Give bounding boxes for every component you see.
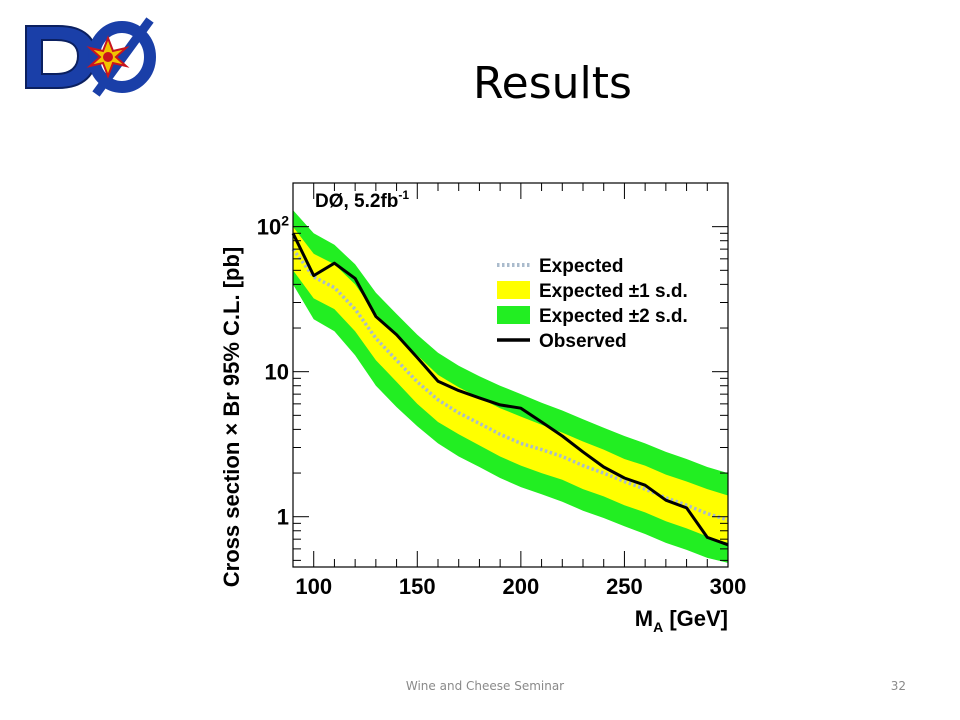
experiment-logo — [25, 17, 156, 97]
legend-label: Expected — [539, 256, 623, 277]
x-axis-label: MA [GeV] — [635, 606, 728, 635]
slide-number: 32 — [890, 679, 906, 693]
legend-swatch-band2 — [497, 306, 530, 324]
logo-o-slash-letter — [88, 17, 156, 97]
axis-ticks — [292, 182, 729, 567]
logo-tracks — [47, 43, 75, 67]
limit-lines — [291, 232, 729, 547]
x-tick-label: 100 — [295, 574, 332, 599]
annotation-main: DØ, 5.2fb — [315, 191, 398, 212]
y-tick-label-sup: 2 — [281, 213, 289, 229]
y-tick-label: 102 — [257, 213, 289, 240]
chart-legend: Expected Expected ±1 s.d. Expected ±2 s.d.… — [497, 256, 688, 352]
legend-label: Expected ±2 s.d. — [539, 306, 688, 327]
legend-swatch-band1 — [497, 281, 530, 299]
y-tick-label-base: 10 — [265, 360, 289, 385]
legend-label: Observed — [539, 331, 627, 352]
experiment-annotation: DØ, 5.2fb-1 — [315, 188, 409, 212]
y-tick-label: 10 — [265, 360, 289, 385]
x-axis-label-main: M — [635, 606, 653, 631]
x-tick-label: 200 — [502, 574, 539, 599]
annotation-sup: -1 — [398, 188, 409, 202]
x-axis-label-sub: A — [653, 619, 663, 635]
x-tick-label: 300 — [710, 574, 747, 599]
y-tick-label-base: 10 — [257, 215, 281, 240]
x-tick-label: 150 — [399, 574, 436, 599]
band-1sd — [293, 226, 728, 543]
x-axis-label-rest: [GeV] — [663, 606, 728, 631]
logo-star-burst — [86, 35, 130, 79]
observed-line — [291, 232, 729, 547]
footer-text: Wine and Cheese Seminar — [405, 679, 565, 693]
x-tick-label: 250 — [606, 574, 643, 599]
slide-title: Results — [473, 58, 632, 109]
expected-line — [291, 248, 729, 522]
plot-border — [292, 182, 729, 568]
legend-label: Expected ±1 s.d. — [539, 281, 688, 302]
y-tick-label: 1 — [277, 505, 289, 530]
plot-frame — [292, 182, 729, 568]
y-axis-label: Cross section × Br 95% C.L. [pb] — [219, 247, 244, 587]
y-tick-label-base: 1 — [277, 505, 289, 530]
